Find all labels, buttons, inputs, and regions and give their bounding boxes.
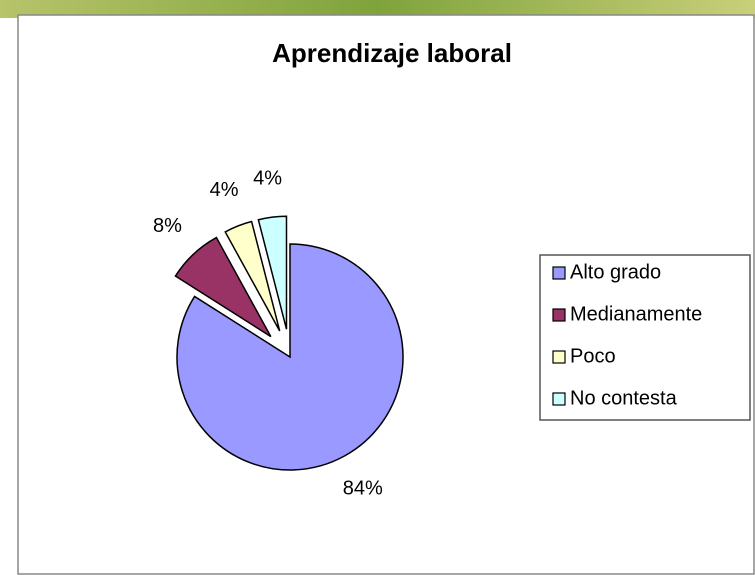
pie-slice	[176, 243, 404, 471]
legend-label: Alto grado	[570, 261, 661, 283]
pie-slice	[257, 215, 288, 330]
legend	[539, 254, 751, 421]
legend-label: Medianamente	[570, 303, 702, 325]
pie-slice	[224, 220, 281, 332]
chart-title: Aprendizaje laboral	[272, 38, 512, 68]
background-strip	[0, 0, 755, 18]
legend-label: No contesta	[570, 387, 678, 409]
data-label: 84%	[343, 478, 383, 500]
legend-swatch	[552, 350, 566, 364]
data-label: 4%	[253, 168, 282, 190]
pie-slice	[174, 236, 272, 338]
legend-label: Poco	[570, 345, 616, 367]
data-label: 4%	[210, 179, 239, 201]
legend-swatch	[552, 308, 566, 322]
legend-swatch	[552, 266, 566, 280]
data-label: 8%	[153, 215, 182, 237]
legend-swatch	[552, 392, 566, 406]
